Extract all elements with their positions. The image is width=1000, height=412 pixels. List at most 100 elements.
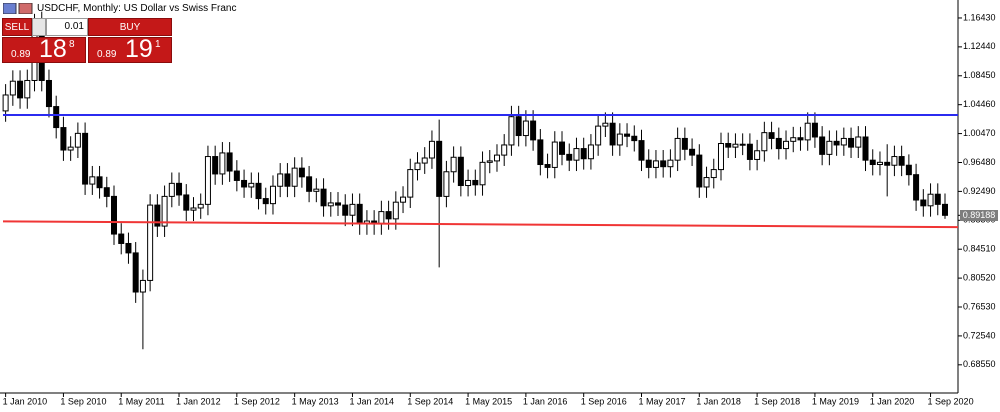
candle-body (45, 79, 52, 108)
x-tick-label: 1 Sep 2016 (581, 396, 627, 406)
candle-body (826, 140, 833, 155)
bid-prefix: 0.89 (11, 49, 31, 60)
candle-body (226, 152, 233, 172)
candle-body (754, 150, 761, 160)
candle-body (739, 143, 746, 146)
ask-big: 19 (125, 35, 153, 63)
candle-body (450, 156, 457, 173)
candle-body (811, 122, 818, 138)
candle-body (89, 176, 96, 185)
bid-small: 8 (69, 39, 75, 50)
candle-body (602, 122, 609, 127)
y-tick-label: 1.04460 (963, 99, 996, 109)
candle-body (913, 174, 920, 201)
candle-body (869, 159, 876, 166)
candle-body (241, 179, 248, 188)
lot-dropdown[interactable] (32, 18, 46, 36)
candle-body (262, 198, 269, 205)
candle-body (508, 116, 515, 146)
candle-body (905, 164, 912, 176)
candle-body (327, 202, 334, 207)
candle-body (284, 173, 291, 187)
candle-body (587, 144, 594, 160)
candle-body (891, 156, 898, 166)
lot-input[interactable]: 0.01 (46, 18, 88, 36)
candle-body (255, 182, 262, 200)
candle-body (472, 179, 479, 186)
candle-body (96, 176, 103, 189)
candle-body (82, 132, 89, 185)
candle-body (233, 170, 240, 181)
ask-small: 1 (155, 39, 161, 50)
candle-body (848, 137, 855, 148)
candle-body (132, 252, 139, 293)
candle-body (732, 143, 739, 148)
y-tick-label: 1.00470 (963, 128, 996, 138)
ask-prefix: 0.89 (97, 49, 117, 60)
candle-body (580, 148, 587, 160)
candle-body (797, 137, 804, 141)
candle-body (161, 195, 168, 227)
x-tick-label: 1 Sep 2018 (754, 396, 800, 406)
candle-body (689, 148, 696, 156)
candle-body (725, 143, 732, 148)
candle-body (103, 187, 110, 197)
candle-body (67, 146, 74, 151)
candle-body (118, 233, 125, 244)
candle-body (559, 141, 566, 155)
y-tick-label: 0.72540 (963, 330, 996, 340)
candle-body (681, 137, 688, 150)
candle-body (667, 159, 674, 168)
candle-body (530, 120, 537, 141)
candle-body (775, 137, 782, 150)
x-tick-label: 1 Jan 2010 (3, 396, 48, 406)
ask-quote[interactable]: 0.89 19 1 (88, 35, 172, 63)
candle-body (479, 161, 486, 186)
x-tick-label: 1 Jan 2018 (696, 396, 741, 406)
candle-body (443, 171, 450, 197)
candle-body (573, 148, 580, 161)
candle-body (660, 160, 667, 168)
candle-body (17, 80, 24, 99)
candle-body (168, 182, 175, 197)
y-tick-label: 0.76530 (963, 301, 996, 311)
bid-quote[interactable]: 0.89 18 8 (2, 35, 86, 63)
candle-body (515, 116, 522, 137)
candle-body (392, 201, 399, 220)
x-tick-label: 1 Sep 2014 (407, 396, 453, 406)
candle-body (407, 169, 414, 198)
candle-body (190, 207, 197, 211)
candle-body (212, 156, 219, 175)
sell-button[interactable]: SELL (2, 18, 32, 36)
candle-body (551, 141, 558, 168)
candle-body (291, 167, 298, 187)
candle-body (465, 179, 472, 187)
candle-body (833, 140, 840, 146)
candle-body (920, 199, 927, 207)
candle-body (111, 195, 118, 235)
candle-body (335, 202, 342, 206)
candle-body (616, 133, 623, 146)
candle-body (2, 94, 9, 112)
candle-body (457, 156, 464, 187)
candle-body (53, 106, 60, 129)
candle-body (934, 193, 941, 205)
candle-body (269, 185, 276, 205)
candle-body (710, 169, 717, 179)
y-tick-label: 1.16430 (963, 12, 996, 22)
current-price-label: 0.89188 (960, 209, 998, 221)
candle-body (898, 156, 905, 166)
y-tick-label: 1.12440 (963, 41, 996, 51)
x-tick-label: 1 May 2019 (812, 396, 859, 406)
y-tick-label: 0.68550 (963, 359, 996, 369)
x-tick-label: 1 Sep 2010 (60, 396, 106, 406)
buy-button[interactable]: BUY (88, 18, 172, 36)
candle-body (501, 144, 508, 156)
candle-body (486, 160, 493, 163)
candle-body (819, 136, 826, 155)
candle-body (783, 140, 790, 150)
y-tick-label: 0.92490 (963, 186, 996, 196)
trendline (2, 220, 959, 229)
candle-body (349, 203, 356, 216)
candle-body (522, 120, 529, 137)
